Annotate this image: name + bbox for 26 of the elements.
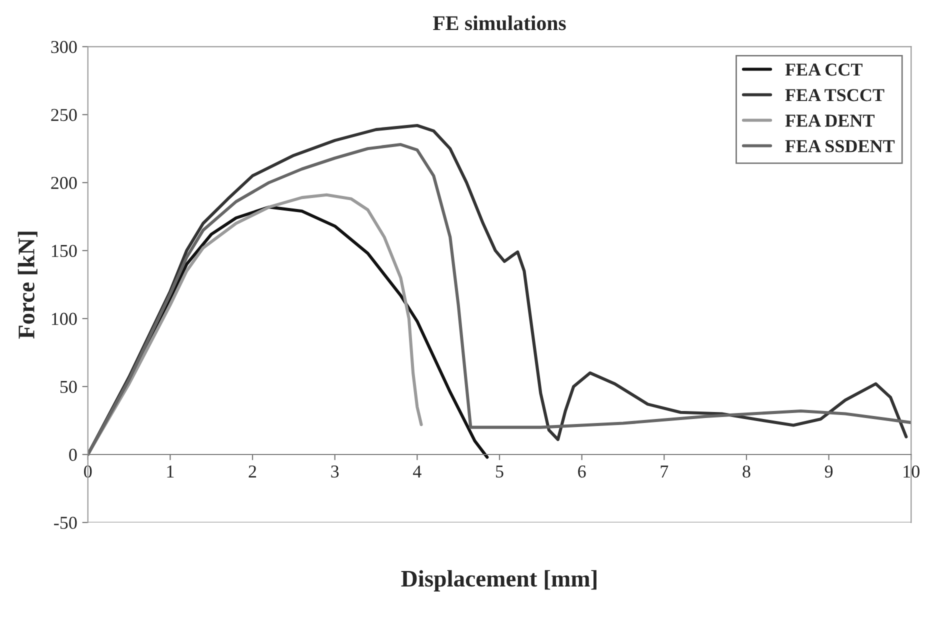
legend-label: FEA CCT: [785, 64, 862, 76]
y-tick-label: 50: [60, 380, 77, 393]
x-tick-label: 8: [742, 465, 750, 478]
x-tick-label: 2: [248, 465, 256, 478]
x-tick-label: 9: [824, 465, 833, 478]
x-tick-label: 0: [84, 465, 92, 478]
y-tick-label: 250: [51, 108, 77, 122]
x-tick-label: 3: [331, 465, 339, 478]
y-tick-label: 100: [52, 312, 77, 325]
x-axis-title: Displacement [mm]: [401, 570, 596, 592]
y-tick-label: 200: [51, 176, 77, 190]
y-tick-label: 300: [51, 40, 77, 54]
x-tick-label: 4: [413, 466, 422, 478]
x-tick-label: 6: [578, 465, 586, 478]
y-tick-label: -50: [54, 516, 77, 529]
y-tick-label: 0: [69, 448, 77, 461]
y-axis-title: Force [kN]: [18, 232, 38, 339]
chart-title: FE simulations: [433, 16, 566, 30]
legend-label: FEA SSDENT: [785, 140, 895, 152]
y-tick-label: 150: [52, 244, 77, 258]
x-tick-label: 5: [496, 466, 504, 478]
x-tick-label: 7: [660, 466, 668, 478]
x-tick-label: 1: [167, 466, 174, 478]
legend-label: FEA TSCCT: [785, 89, 884, 102]
legend-label: FEA DENT: [785, 114, 875, 127]
x-tick-label: 10: [904, 465, 920, 478]
